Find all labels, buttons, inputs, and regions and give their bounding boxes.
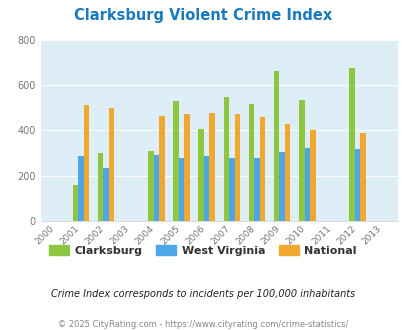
Bar <box>98 153 103 221</box>
Bar <box>173 101 178 221</box>
Bar <box>72 185 78 221</box>
Bar <box>304 148 309 221</box>
Bar <box>153 155 159 221</box>
Bar <box>223 97 228 221</box>
Bar <box>203 156 209 221</box>
Bar <box>348 68 354 221</box>
Bar <box>309 130 315 221</box>
Bar <box>83 105 89 221</box>
Bar <box>273 71 279 221</box>
Bar <box>298 100 304 221</box>
Bar <box>148 151 153 221</box>
Text: © 2025 CityRating.com - https://www.cityrating.com/crime-statistics/: © 2025 CityRating.com - https://www.city… <box>58 320 347 329</box>
Bar <box>284 124 290 221</box>
Bar <box>279 152 284 221</box>
Bar <box>184 114 189 221</box>
Bar <box>248 104 254 221</box>
Bar <box>103 168 109 221</box>
Bar <box>178 158 184 221</box>
Bar <box>159 115 164 221</box>
Bar <box>78 156 83 221</box>
Text: Crime Index corresponds to incidents per 100,000 inhabitants: Crime Index corresponds to incidents per… <box>51 289 354 299</box>
Bar <box>259 117 264 221</box>
Text: Clarksburg Violent Crime Index: Clarksburg Violent Crime Index <box>74 8 331 23</box>
Bar <box>234 114 239 221</box>
Bar <box>228 158 234 221</box>
Legend: Clarksburg, West Virginia, National: Clarksburg, West Virginia, National <box>45 241 360 260</box>
Bar <box>354 149 360 221</box>
Bar <box>109 108 114 221</box>
Bar <box>360 133 365 221</box>
Bar <box>209 113 214 221</box>
Bar <box>254 158 259 221</box>
Bar <box>198 129 203 221</box>
